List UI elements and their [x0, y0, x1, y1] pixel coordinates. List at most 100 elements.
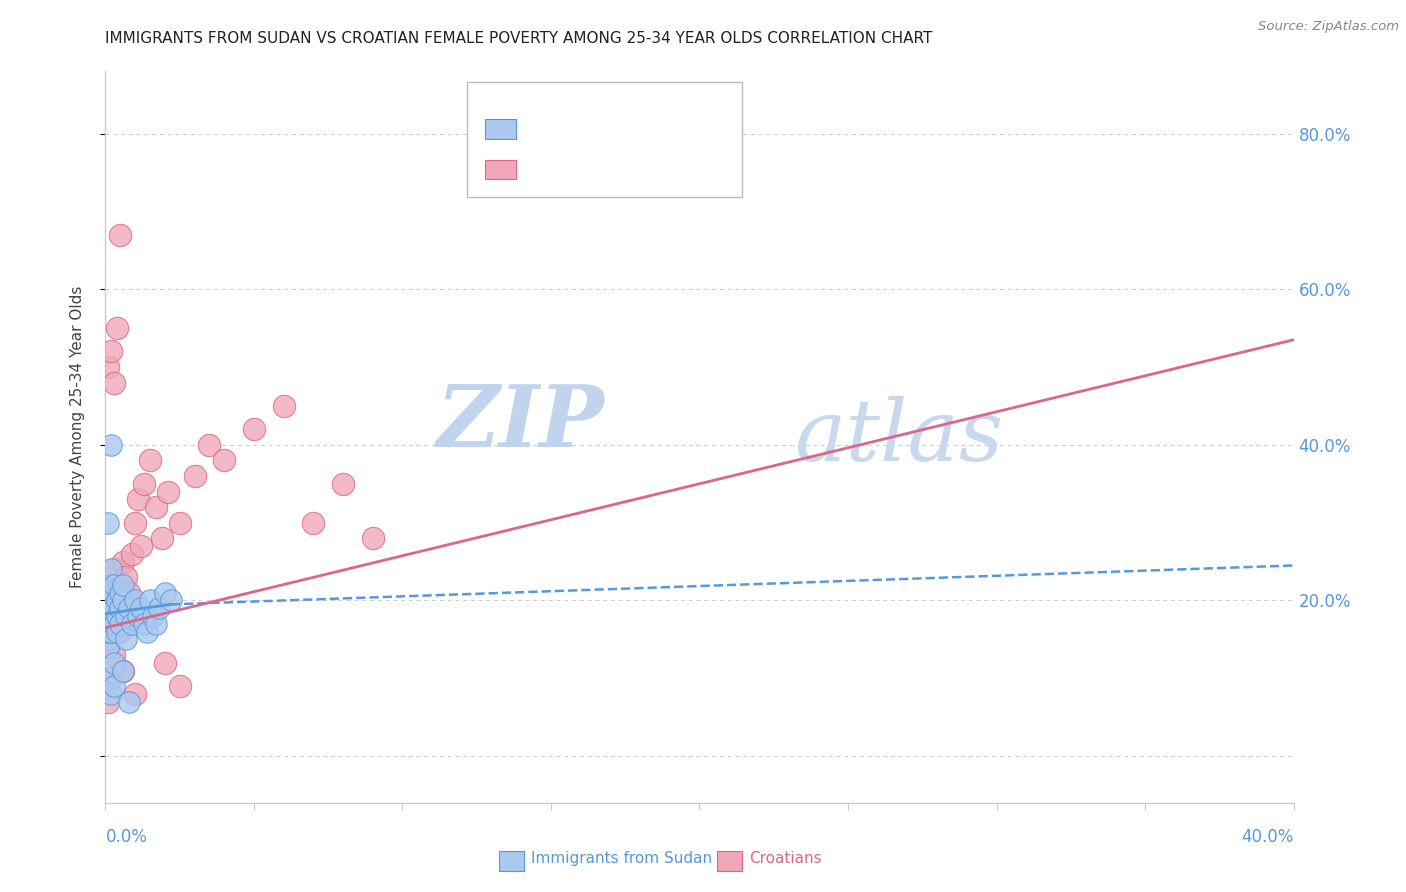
Text: Croatians: Croatians	[749, 851, 823, 865]
Point	[150, 531, 173, 545]
Point	[97, 593, 120, 607]
Point	[110, 227, 132, 242]
Point	[115, 570, 138, 584]
Point	[97, 624, 120, 639]
Point	[103, 616, 125, 631]
Point	[115, 601, 138, 615]
Point	[124, 516, 146, 530]
Point	[118, 585, 141, 599]
Point	[127, 492, 149, 507]
Point	[97, 671, 120, 685]
Point	[273, 399, 295, 413]
Point	[110, 593, 132, 607]
Point	[103, 648, 125, 662]
Point	[100, 578, 122, 592]
Point	[332, 476, 354, 491]
Point	[118, 695, 141, 709]
Point	[112, 593, 135, 607]
Point	[100, 562, 122, 576]
Point	[112, 609, 135, 624]
Point	[103, 656, 125, 670]
Text: Immigrants from Sudan: Immigrants from Sudan	[531, 851, 713, 865]
Point	[115, 632, 138, 647]
Point	[103, 609, 125, 624]
Point	[112, 664, 135, 678]
Y-axis label: Female Poverty Among 25-34 Year Olds: Female Poverty Among 25-34 Year Olds	[70, 286, 84, 588]
Point	[110, 624, 132, 639]
Point	[156, 484, 179, 499]
Point	[112, 664, 135, 678]
Point	[118, 601, 141, 615]
Point	[103, 376, 125, 390]
Point	[103, 593, 125, 607]
Point	[153, 656, 176, 670]
Point	[145, 616, 167, 631]
Point	[97, 695, 120, 709]
Point	[132, 476, 155, 491]
Text: R = 0.062: R = 0.062	[524, 120, 607, 138]
Point	[115, 609, 138, 624]
Point	[100, 593, 122, 607]
Point	[139, 593, 162, 607]
Point	[110, 616, 132, 631]
Point	[105, 593, 128, 607]
Point	[110, 601, 132, 615]
Point	[121, 616, 143, 631]
Point	[105, 609, 128, 624]
Point	[94, 616, 117, 631]
Point	[183, 469, 205, 483]
Point	[97, 359, 120, 374]
Point	[100, 344, 122, 359]
Point	[103, 578, 125, 592]
Point	[100, 624, 122, 639]
Point	[97, 585, 120, 599]
Text: 40.0%: 40.0%	[1241, 828, 1294, 846]
Point	[103, 562, 125, 576]
Point	[103, 679, 125, 693]
Point	[94, 609, 117, 624]
Point	[97, 632, 120, 647]
Point	[97, 640, 120, 655]
Point	[139, 453, 162, 467]
Point	[118, 616, 141, 631]
Point	[100, 438, 122, 452]
Point	[142, 609, 165, 624]
Point	[103, 601, 125, 615]
Point	[100, 609, 122, 624]
Point	[302, 516, 325, 530]
Point	[129, 601, 152, 615]
Point	[94, 632, 117, 647]
Point	[105, 321, 128, 335]
Point	[136, 624, 159, 639]
Point	[100, 601, 122, 615]
Point	[169, 679, 191, 693]
Text: ZIP: ZIP	[437, 381, 605, 464]
Point	[100, 671, 122, 685]
Point	[153, 585, 176, 599]
Point	[159, 593, 181, 607]
Point	[124, 687, 146, 701]
Point	[100, 687, 122, 701]
Text: N = 55: N = 55	[633, 161, 695, 178]
Point	[97, 624, 120, 639]
Point	[97, 609, 120, 624]
Point	[100, 585, 122, 599]
Point	[361, 531, 384, 545]
Point	[100, 578, 122, 592]
Text: N = 48: N = 48	[633, 120, 695, 138]
Point	[97, 593, 120, 607]
Point	[105, 585, 128, 599]
Text: 0.0%: 0.0%	[105, 828, 148, 846]
Point	[97, 601, 120, 615]
Point	[214, 453, 236, 467]
Text: R = 0.439: R = 0.439	[524, 161, 607, 178]
Point	[100, 616, 122, 631]
Point	[110, 578, 132, 592]
Point	[97, 516, 120, 530]
Point	[105, 616, 128, 631]
Point	[105, 601, 128, 615]
Point	[243, 422, 266, 436]
Point	[112, 555, 135, 569]
Point	[121, 547, 143, 561]
Point	[105, 624, 128, 639]
